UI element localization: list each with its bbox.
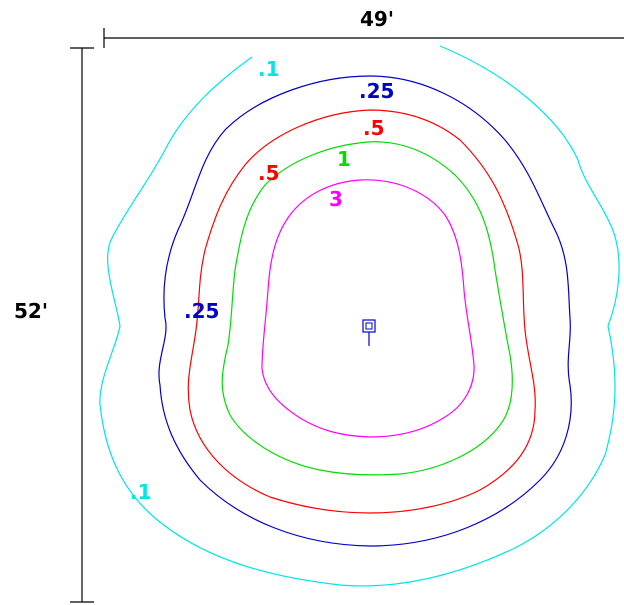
luminaire-outer-square — [362, 319, 376, 333]
luminaire-inner-square — [365, 322, 373, 330]
width-dimension-label: 49' — [360, 7, 394, 31]
contour-0-25 — [158, 75, 572, 547]
contour-3 — [261, 179, 475, 438]
luminaire-square-icon — [362, 319, 376, 346]
contour-1 — [221, 141, 513, 476]
contour-0-1 — [99, 45, 620, 587]
contour-0-5 — [187, 109, 536, 514]
contour-label-0-5-left: .5 — [258, 161, 280, 185]
height-dimension: 52' — [14, 47, 94, 603]
contour-label-0-25-top: .25 — [359, 79, 394, 103]
contour-label-3: 3 — [329, 187, 343, 211]
contour-label-0-25-left: .25 — [184, 299, 219, 323]
height-dimension-label: 52' — [14, 299, 48, 323]
contour-label-0-5-top: .5 — [363, 116, 385, 140]
contour-label-0-1-top: .1 — [258, 57, 280, 81]
contour-label-0-1-bottom: .1 — [130, 480, 152, 504]
width-dimension: 49' — [103, 7, 624, 48]
contour-label-1: 1 — [337, 147, 351, 171]
